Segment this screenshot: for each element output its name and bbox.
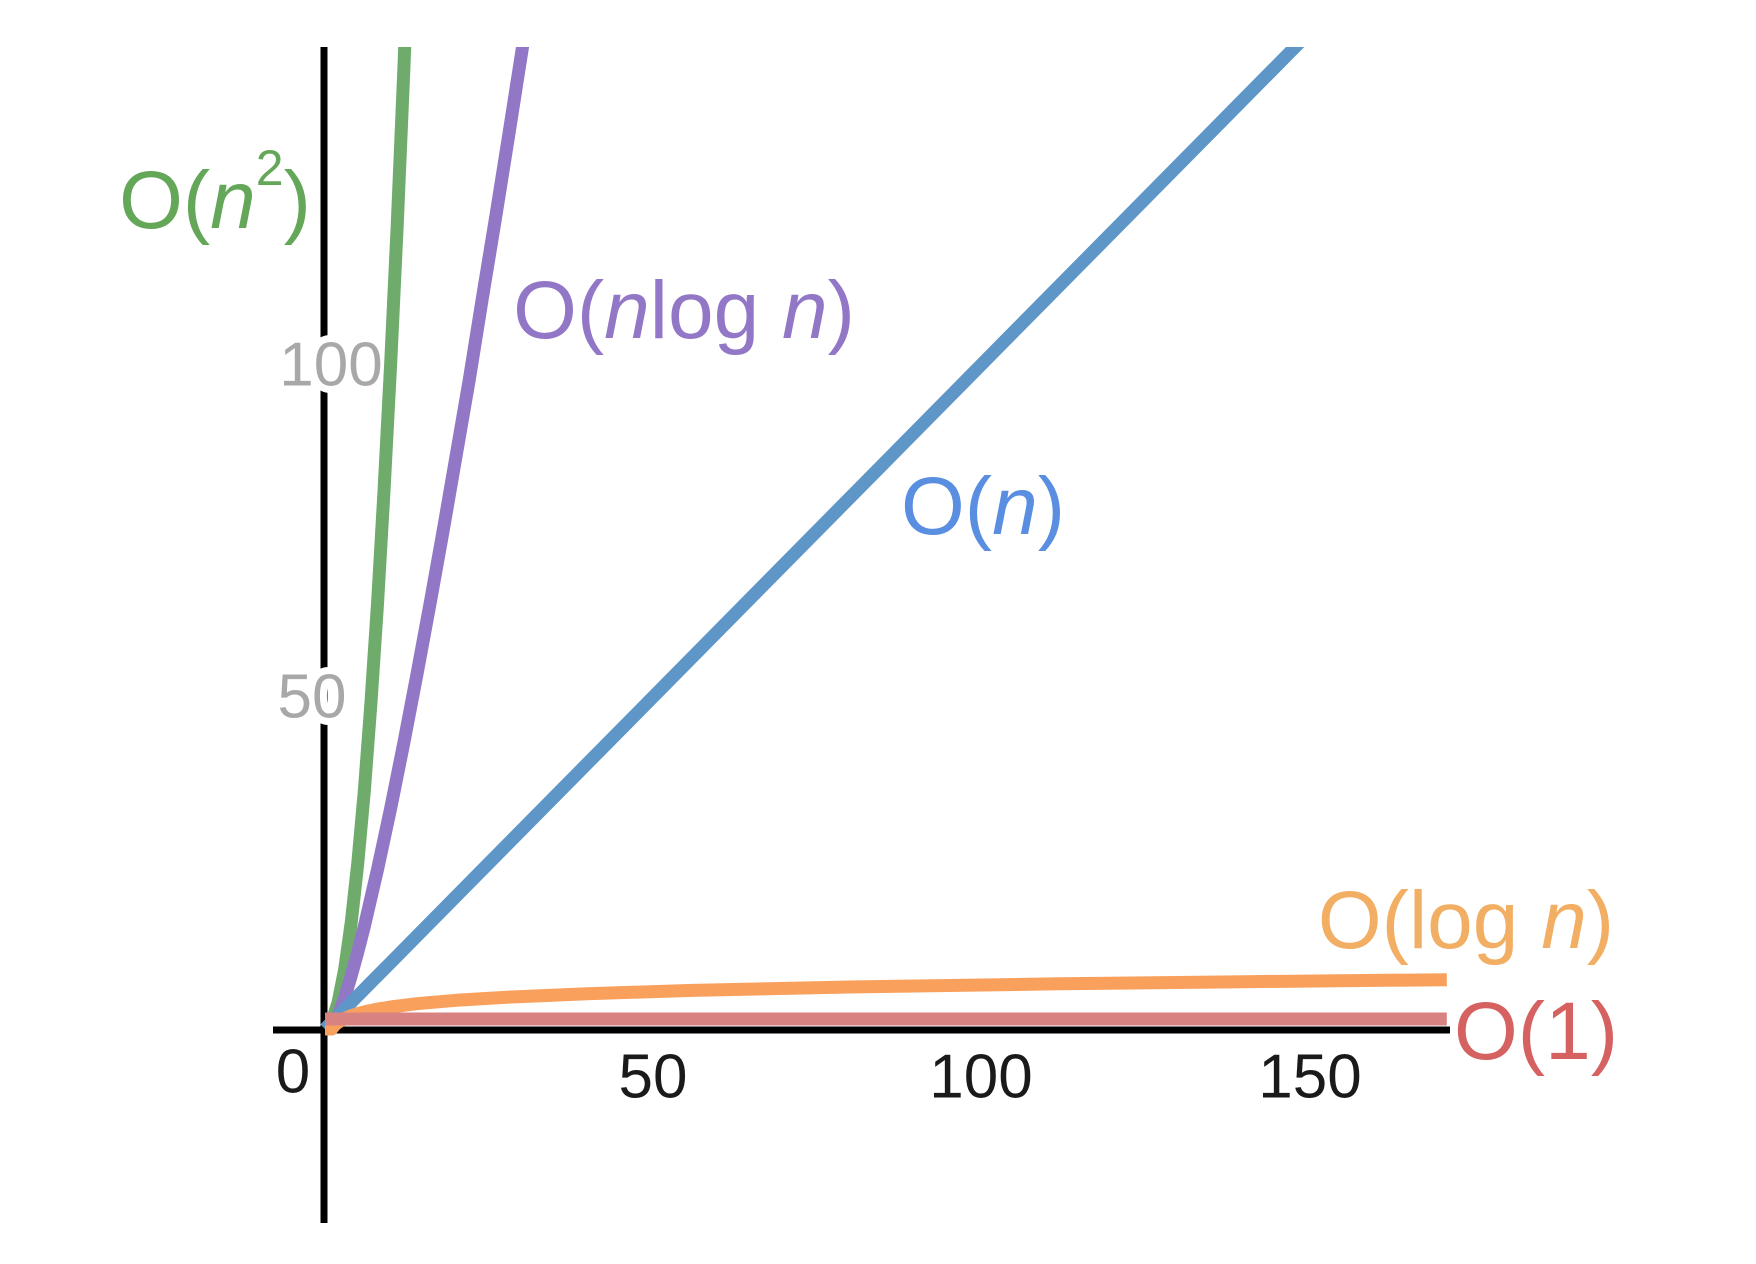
y-tick-label-50: 50 bbox=[278, 663, 347, 732]
x-tick-label-150: 150 bbox=[1258, 1043, 1361, 1112]
x-tick-label-100: 100 bbox=[929, 1043, 1032, 1112]
label-log-n: O(log n) bbox=[1318, 875, 1614, 966]
label-constant: O(1) bbox=[1454, 986, 1618, 1077]
plot-area bbox=[320, 47, 1447, 1036]
curve-n-linear bbox=[320, 47, 1305, 1034]
label-n-squared: O(n2) bbox=[119, 140, 311, 246]
curve-n-log-n bbox=[325, 47, 530, 1036]
label-n-linear: O(n) bbox=[901, 461, 1065, 552]
x-tick-label-0: 0 bbox=[276, 1038, 310, 1107]
x-tick-label-50: 50 bbox=[619, 1043, 688, 1112]
label-n-log-n: O(nlog n) bbox=[513, 265, 855, 356]
curve-n-squared bbox=[320, 47, 412, 1034]
y-tick-label-100: 100 bbox=[279, 331, 382, 400]
